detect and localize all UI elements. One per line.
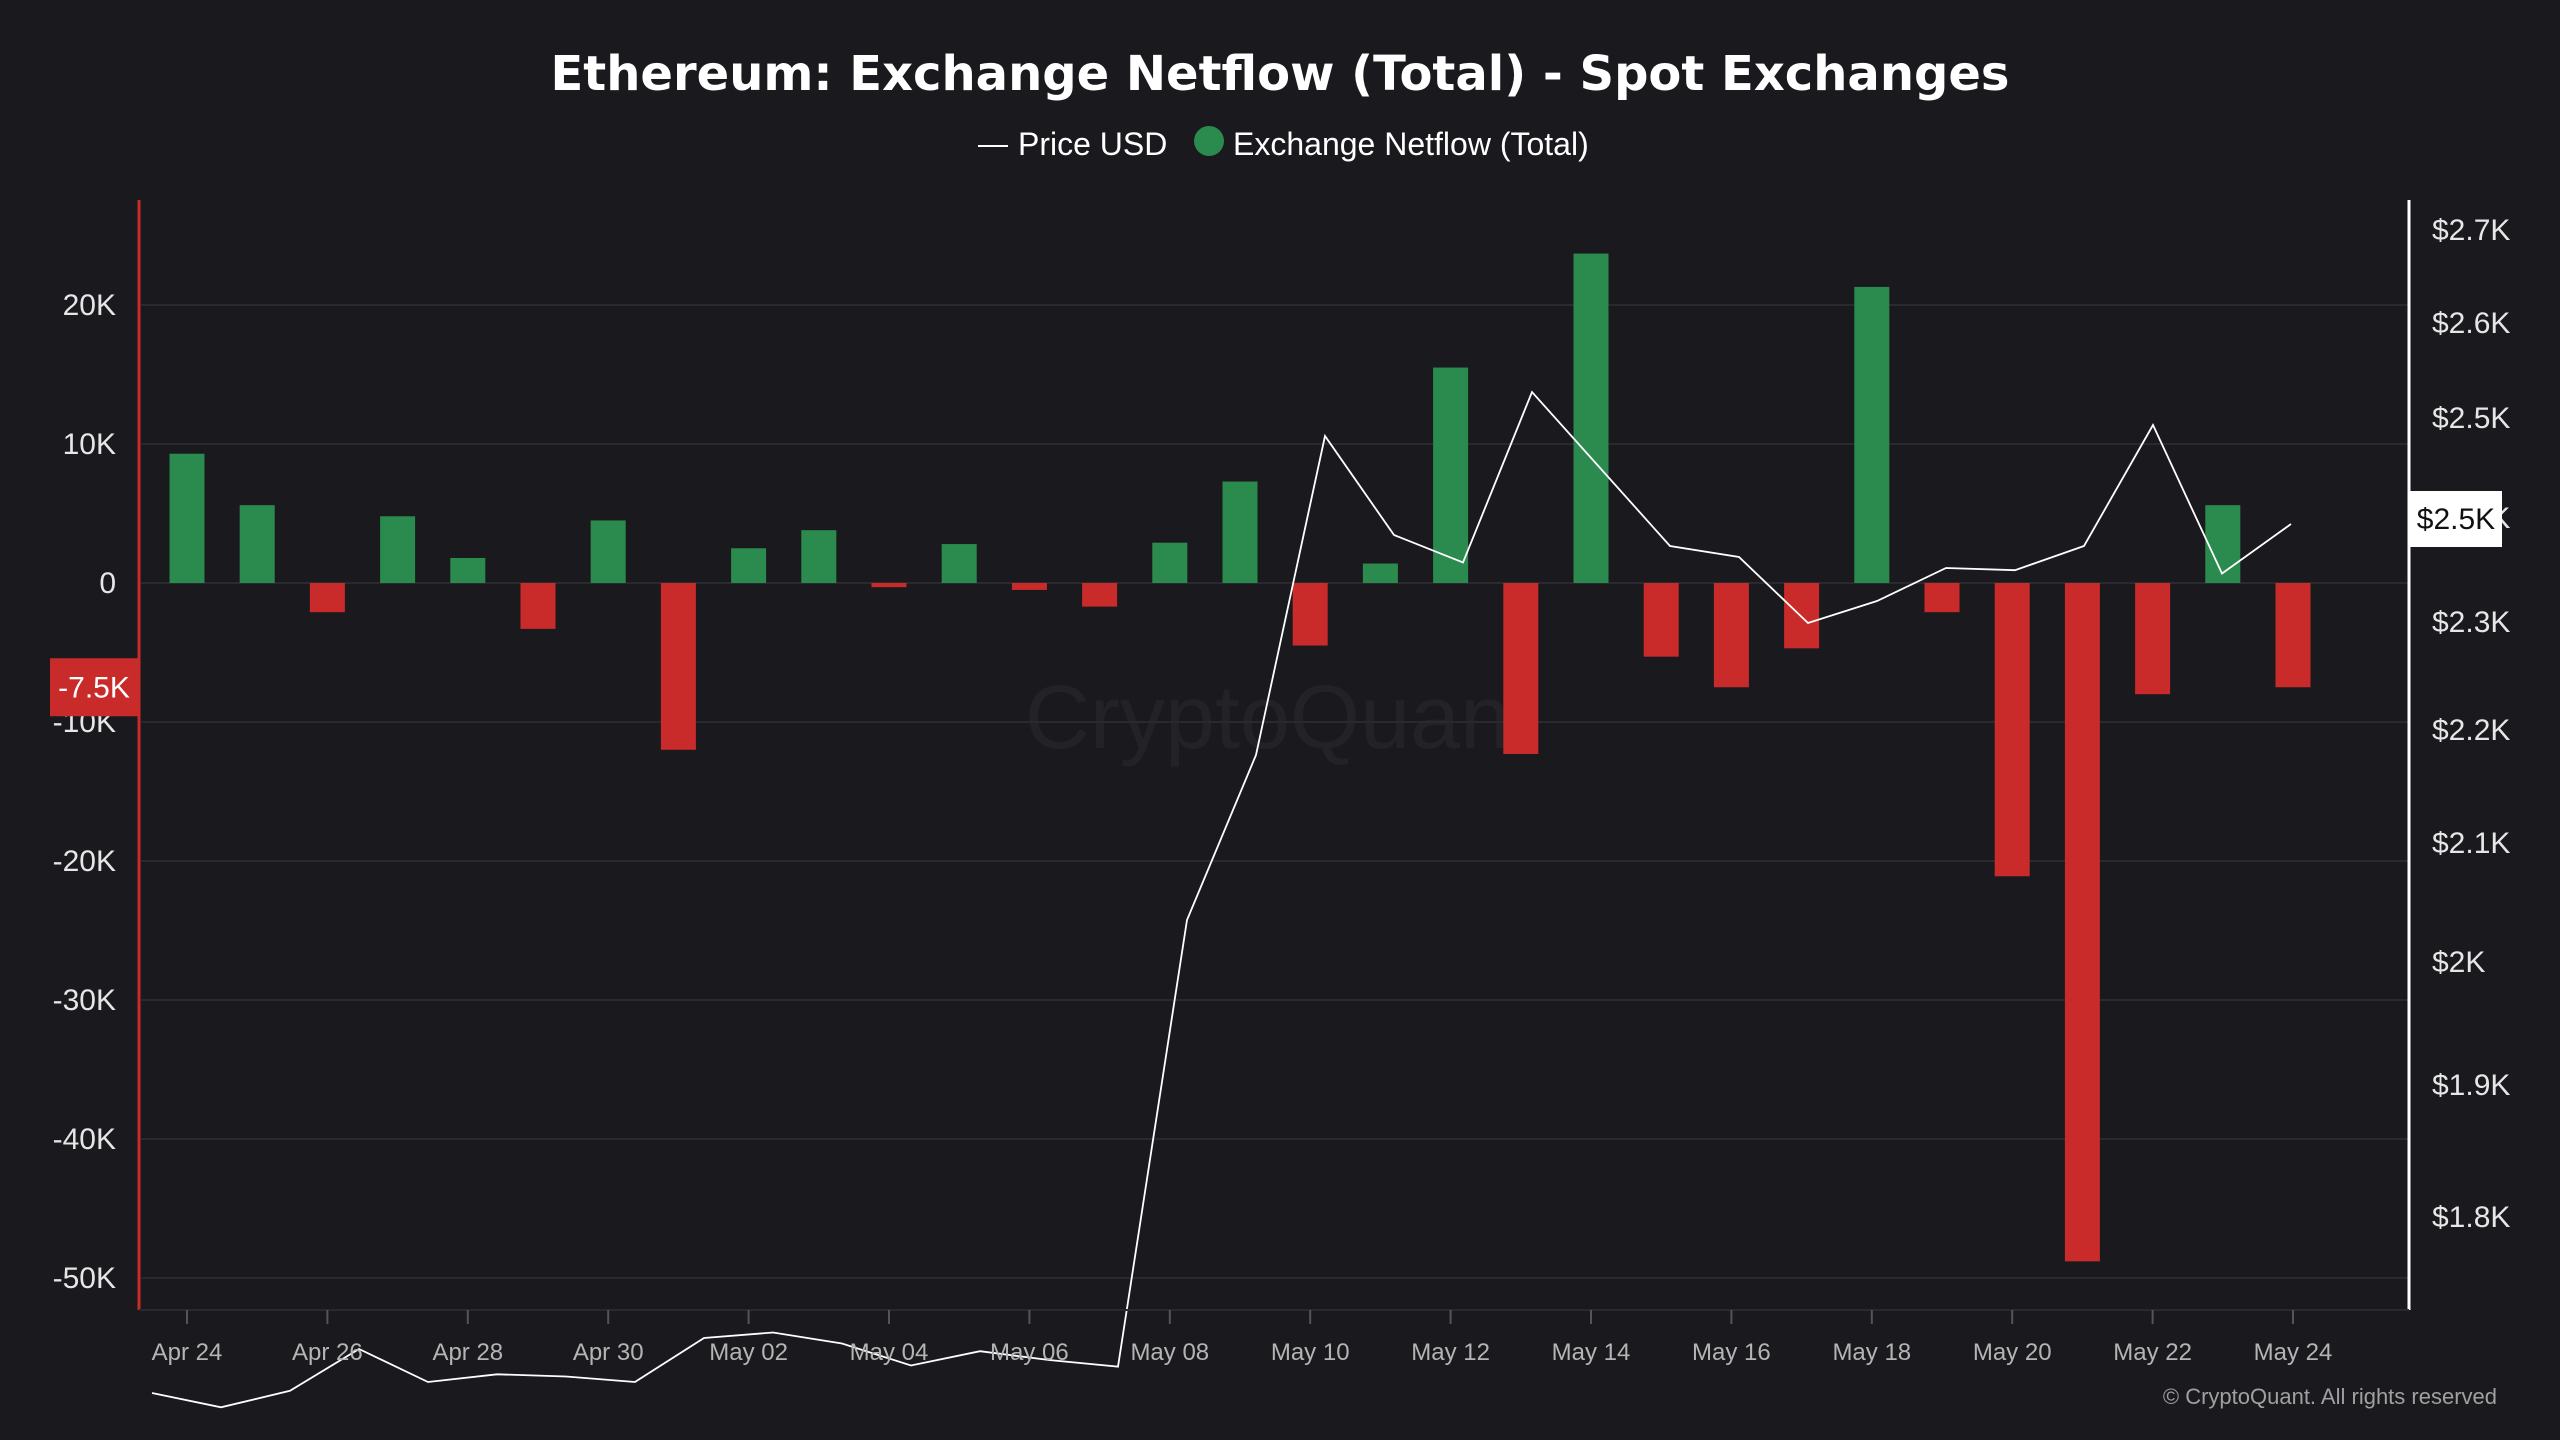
- x-tick-label: May 06: [990, 1339, 1069, 1366]
- current-price-value: $2.5K: [2417, 503, 2495, 536]
- x-tick-label: Apr 30: [573, 1339, 644, 1366]
- x-tick-label: May 14: [1552, 1339, 1631, 1366]
- right-tick-label: $1.9K: [2432, 1069, 2510, 1102]
- right-tick-label: $2.1K: [2432, 827, 2510, 860]
- netflow-bar-negative: [520, 583, 556, 629]
- legend[interactable]: Price USD Exchange Netflow (Total): [978, 126, 1589, 162]
- copyright: © CryptoQuant. All rights reserved: [2163, 1384, 2497, 1409]
- right-tick-label: $2.7K: [2432, 214, 2510, 247]
- netflow-bar-positive: [801, 530, 837, 583]
- netflow-bar-positive: [239, 505, 275, 583]
- right-tick-label: $2.6K: [2432, 307, 2510, 340]
- netflow-bar-positive: [1433, 367, 1469, 583]
- x-tick-label: Apr 28: [432, 1339, 503, 1366]
- netflow-bar-negative: [1924, 583, 1960, 613]
- x-tick-label: May 08: [1130, 1339, 1209, 1366]
- netflow-bar-negative: [871, 583, 907, 588]
- netflow-bar-positive: [731, 548, 767, 583]
- x-tick-label: May 18: [1832, 1339, 1911, 1366]
- price-line: [151, 390, 2292, 1409]
- legend-netflow-dot-icon: [1194, 126, 1224, 156]
- right-axis-ticks: $2.7K$2.6K$2.5K$2.4K$2.3K$2.2K$2.1K$2K$1…: [2432, 214, 2510, 1234]
- x-tick-label: May 04: [850, 1339, 929, 1366]
- gridlines: [141, 304, 2409, 1279]
- netflow-bar-positive: [590, 520, 626, 583]
- netflow-bar-negative: [2135, 583, 2171, 695]
- netflow-bar-positive: [450, 557, 486, 583]
- current-netflow-badge: [50, 658, 138, 717]
- x-tick-label: May 20: [1973, 1339, 2052, 1366]
- netflow-bar-negative: [660, 583, 696, 750]
- right-tick-label: $2.2K: [2432, 714, 2510, 747]
- right-tick-label: $2.5K: [2432, 402, 2510, 435]
- left-tick-label: -30K: [53, 984, 116, 1017]
- x-tick-label: May 22: [2113, 1339, 2192, 1366]
- x-tick-label: May 02: [709, 1339, 788, 1366]
- netflow-bar-positive: [380, 516, 416, 583]
- current-price-badge: [2410, 491, 2502, 547]
- current-netflow-marker: -7.5K: [50, 658, 138, 717]
- right-tick-label: $2K: [2432, 946, 2485, 979]
- chart-title: Ethereum: Exchange Netflow (Total) - Spo…: [551, 46, 2010, 102]
- left-tick-label: -20K: [53, 845, 116, 878]
- netflow-bar-negative: [1503, 583, 1539, 754]
- netflow-bar-positive: [169, 453, 205, 583]
- netflow-bar-positive: [1222, 481, 1258, 583]
- netflow-bar-negative: [1011, 583, 1047, 590]
- x-tick-label: Apr 26: [292, 1339, 363, 1366]
- x-tick-label: May 24: [2254, 1339, 2333, 1366]
- netflow-bar-negative: [1643, 583, 1679, 657]
- x-axis-ticks: Apr 24 Apr 26 Apr 28 Apr 30 May 02 May 04 May …: [152, 1310, 2333, 1366]
- legend-netflow-label[interactable]: Exchange Netflow (Total): [1233, 126, 1589, 162]
- netflow-bar-positive: [2205, 505, 2241, 583]
- left-tick-label: -40K: [53, 1123, 116, 1156]
- x-tick-label: Apr 24: [152, 1339, 223, 1366]
- left-tick-label: -50K: [53, 1262, 116, 1295]
- legend-price-label[interactable]: Price USD: [1018, 126, 1167, 162]
- netflow-bar-negative: [1713, 583, 1749, 688]
- right-tick-label: $2.3K: [2432, 606, 2510, 639]
- current-netflow-value: -7.5K: [58, 671, 130, 704]
- price-line-group: [151, 390, 2292, 1409]
- netflow-bar-positive: [1362, 563, 1398, 583]
- netflow-bar-negative: [1292, 583, 1328, 646]
- x-tick-label: May 16: [1692, 1339, 1771, 1366]
- netflow-bar-negative: [2064, 583, 2100, 1262]
- left-tick-label: 0: [99, 567, 116, 600]
- watermark: CryptoQuant: [1025, 668, 1535, 768]
- x-tick-label: May 10: [1271, 1339, 1350, 1366]
- netflow-bar-negative: [1082, 583, 1118, 607]
- netflow-bar-positive: [1152, 542, 1188, 583]
- left-tick-label: 10K: [63, 428, 116, 461]
- netflow-bar-positive: [1854, 286, 1890, 583]
- netflow-bar-positive: [1573, 253, 1609, 583]
- left-tick-label: 20K: [63, 289, 116, 322]
- netflow-bar-positive: [941, 544, 977, 583]
- netflow-bar-negative: [2275, 583, 2311, 688]
- x-tick-label: May 12: [1411, 1339, 1490, 1366]
- current-price-marker: $2.5K: [2410, 491, 2502, 547]
- right-tick-label: $1.8K: [2432, 1201, 2510, 1234]
- netflow-bar-negative: [309, 583, 345, 613]
- netflow-bar-negative: [1994, 583, 2030, 877]
- netflow-bars: [169, 253, 2311, 1262]
